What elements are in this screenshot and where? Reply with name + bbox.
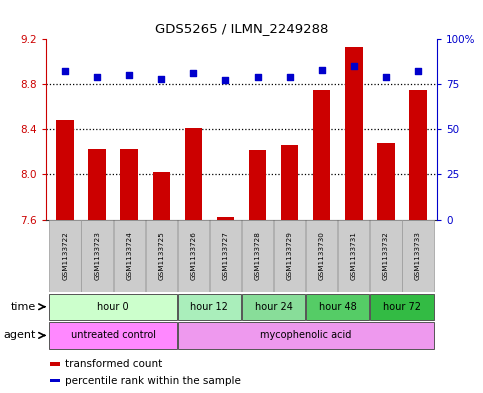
Text: GSM1133722: GSM1133722 xyxy=(62,231,68,281)
Bar xyxy=(281,145,298,220)
Bar xyxy=(185,128,202,220)
Point xyxy=(318,66,326,73)
Bar xyxy=(377,143,395,220)
FancyBboxPatch shape xyxy=(338,220,369,292)
Text: GSM1133725: GSM1133725 xyxy=(158,231,164,281)
FancyBboxPatch shape xyxy=(49,294,177,320)
Text: untreated control: untreated control xyxy=(71,331,156,340)
Text: GSM1133726: GSM1133726 xyxy=(190,231,197,281)
Point xyxy=(286,74,294,80)
FancyBboxPatch shape xyxy=(370,294,434,320)
Point xyxy=(222,77,229,84)
FancyBboxPatch shape xyxy=(178,294,241,320)
Text: GSM1133729: GSM1133729 xyxy=(286,231,293,281)
FancyBboxPatch shape xyxy=(402,220,434,292)
Text: GSM1133728: GSM1133728 xyxy=(255,231,260,281)
FancyBboxPatch shape xyxy=(306,220,338,292)
Text: GSM1133727: GSM1133727 xyxy=(223,231,228,281)
Bar xyxy=(88,149,106,220)
FancyBboxPatch shape xyxy=(178,322,434,349)
Text: time: time xyxy=(11,302,36,312)
FancyBboxPatch shape xyxy=(242,294,305,320)
Bar xyxy=(313,90,330,220)
Text: transformed count: transformed count xyxy=(66,359,163,369)
Bar xyxy=(50,379,59,382)
Point xyxy=(414,68,422,75)
Text: hour 12: hour 12 xyxy=(190,302,228,312)
Bar xyxy=(249,150,266,220)
Bar xyxy=(409,90,426,220)
Text: GSM1133733: GSM1133733 xyxy=(415,231,421,281)
FancyBboxPatch shape xyxy=(114,220,145,292)
Text: GSM1133730: GSM1133730 xyxy=(319,231,325,281)
Text: hour 72: hour 72 xyxy=(383,302,421,312)
Text: GDS5265 / ILMN_2249288: GDS5265 / ILMN_2249288 xyxy=(155,22,328,35)
FancyBboxPatch shape xyxy=(370,220,401,292)
FancyBboxPatch shape xyxy=(210,220,241,292)
Point xyxy=(350,63,357,69)
Bar xyxy=(57,120,74,220)
Text: hour 24: hour 24 xyxy=(255,302,293,312)
Text: hour 0: hour 0 xyxy=(98,302,129,312)
Bar xyxy=(153,172,170,220)
FancyBboxPatch shape xyxy=(49,322,177,349)
Text: GSM1133724: GSM1133724 xyxy=(126,231,132,281)
FancyBboxPatch shape xyxy=(274,220,305,292)
Text: percentile rank within the sample: percentile rank within the sample xyxy=(66,376,242,386)
Text: GSM1133732: GSM1133732 xyxy=(383,231,389,281)
Point xyxy=(189,70,197,76)
Bar xyxy=(217,217,234,220)
Text: agent: agent xyxy=(4,331,36,340)
Bar xyxy=(50,362,59,366)
FancyBboxPatch shape xyxy=(145,220,177,292)
Text: mycophenolic acid: mycophenolic acid xyxy=(260,331,351,340)
Text: GSM1133723: GSM1133723 xyxy=(94,231,100,281)
Text: GSM1133731: GSM1133731 xyxy=(351,231,357,281)
FancyBboxPatch shape xyxy=(49,220,81,292)
FancyBboxPatch shape xyxy=(178,220,209,292)
Text: hour 48: hour 48 xyxy=(319,302,356,312)
Point xyxy=(382,74,390,80)
FancyBboxPatch shape xyxy=(242,220,273,292)
FancyBboxPatch shape xyxy=(306,294,369,320)
Point xyxy=(126,72,133,78)
FancyBboxPatch shape xyxy=(82,220,113,292)
Point xyxy=(61,68,69,75)
Bar xyxy=(120,149,138,220)
Bar xyxy=(345,47,363,220)
Point xyxy=(254,74,261,80)
Point xyxy=(157,75,165,82)
Point xyxy=(93,74,101,80)
